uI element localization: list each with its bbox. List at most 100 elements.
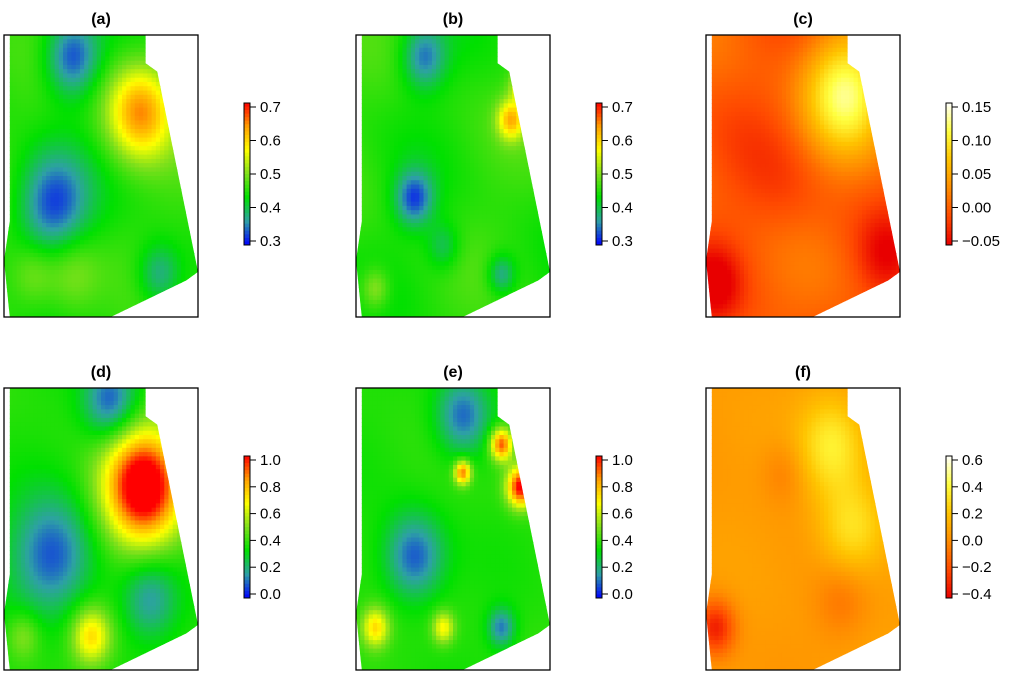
heatmap-cell (12, 158, 18, 164)
heatmap-cell (147, 240, 153, 245)
heatmap-cell (160, 218, 165, 224)
heatmap-cell (88, 205, 94, 211)
heatmap-cell (541, 150, 547, 156)
heatmap-cell (512, 43, 517, 49)
heatmap-cell (444, 141, 450, 147)
heatmap-cell (461, 184, 467, 190)
heatmap-cell (474, 158, 479, 164)
heatmap-cell (490, 60, 496, 66)
heatmap-cell (16, 103, 22, 109)
heatmap-cell (440, 47, 446, 53)
heatmap-cell (41, 176, 47, 181)
heatmap-cell (541, 39, 547, 45)
heatmap-cell (368, 107, 374, 113)
heatmap-cell (537, 99, 543, 104)
heatmap-cell (181, 291, 186, 297)
heatmap-cell (33, 39, 39, 45)
heatmap-cell (130, 111, 136, 117)
heatmap-cell (185, 124, 191, 130)
heatmap-cell (147, 69, 153, 75)
heatmap-cell (25, 111, 30, 117)
heatmap-cell (155, 248, 161, 254)
heatmap-cell (25, 60, 30, 66)
heatmap-cell (130, 94, 136, 100)
heatmap-cell (113, 146, 119, 151)
heatmap-cell (528, 158, 534, 164)
heatmap-cell (41, 261, 47, 267)
heatmap-cell (20, 47, 26, 53)
heatmap-cell (8, 163, 14, 169)
heatmap-cell (101, 261, 106, 267)
heatmap-cell (533, 176, 538, 181)
heatmap-cell (8, 158, 14, 164)
heatmap-cell (482, 167, 488, 173)
heatmap-cell (410, 52, 416, 57)
heatmap-cell (88, 116, 94, 122)
heatmap-cell (147, 137, 153, 143)
heatmap-cell (147, 291, 153, 297)
heatmap-cell (410, 146, 416, 151)
heatmap-cell (122, 82, 127, 87)
heatmap-cell (8, 223, 14, 228)
heatmap-cell (406, 197, 412, 203)
heatmap-cell (503, 129, 509, 134)
heatmap-cell (138, 261, 144, 267)
heatmap-cell (58, 64, 64, 70)
heatmap-cell (92, 312, 98, 317)
heatmap-cell (381, 120, 387, 126)
heatmap-cell (360, 86, 366, 92)
heatmap-cell (189, 218, 195, 224)
heatmap-cell (4, 235, 9, 241)
heatmap-cell (117, 99, 123, 104)
heatmap-cell (461, 205, 467, 211)
heatmap-cell (12, 205, 18, 211)
heatmap-cell (431, 205, 437, 211)
heatmap-cell (461, 188, 467, 194)
heatmap-cell (84, 69, 89, 75)
heatmap-cell (512, 188, 517, 194)
heatmap-cell (528, 184, 534, 190)
heatmap-cell (54, 270, 60, 275)
heatmap-cell (172, 287, 178, 292)
heatmap-cell (168, 193, 174, 198)
heatmap-cell (168, 103, 174, 109)
heatmap-cell (92, 176, 98, 181)
heatmap-cell (360, 141, 366, 147)
heatmap-cell (113, 201, 119, 207)
heatmap-cell (113, 295, 119, 301)
heatmap-cell (79, 231, 85, 237)
heatmap-cell (524, 150, 530, 156)
heatmap-cell (113, 274, 119, 280)
heatmap-cell (37, 111, 43, 117)
heatmap-cell (457, 184, 463, 190)
heatmap-cell (79, 184, 85, 190)
heatmap-cell (58, 150, 64, 156)
heatmap-cell (490, 171, 496, 177)
heatmap-cell (541, 171, 547, 177)
heatmap-cell (79, 111, 85, 117)
heatmap-cell (168, 167, 174, 173)
heatmap-cell (109, 86, 115, 92)
heatmap-cell (33, 218, 39, 224)
heatmap-cell (41, 295, 47, 301)
heatmap-cell (50, 235, 56, 241)
heatmap-cell (105, 278, 111, 284)
heatmap-cell (406, 120, 412, 126)
heatmap-cell (105, 205, 111, 211)
heatmap-cell (185, 60, 191, 66)
heatmap-cell (444, 94, 450, 100)
heatmap-cell (25, 47, 30, 53)
heatmap-cell (105, 158, 111, 164)
heatmap-cell (29, 39, 35, 45)
heatmap-cell (469, 124, 475, 130)
heatmap-cell (368, 158, 374, 164)
heatmap-cell (151, 240, 157, 245)
heatmap-cell (71, 154, 77, 160)
colorbar-swatch (244, 166, 250, 171)
heatmap-cell (469, 205, 475, 211)
heatmap-cell (105, 60, 111, 66)
heatmap-cell (495, 180, 500, 186)
heatmap-cell (143, 193, 148, 198)
heatmap-cell (109, 231, 115, 237)
heatmap-cell (122, 227, 127, 233)
